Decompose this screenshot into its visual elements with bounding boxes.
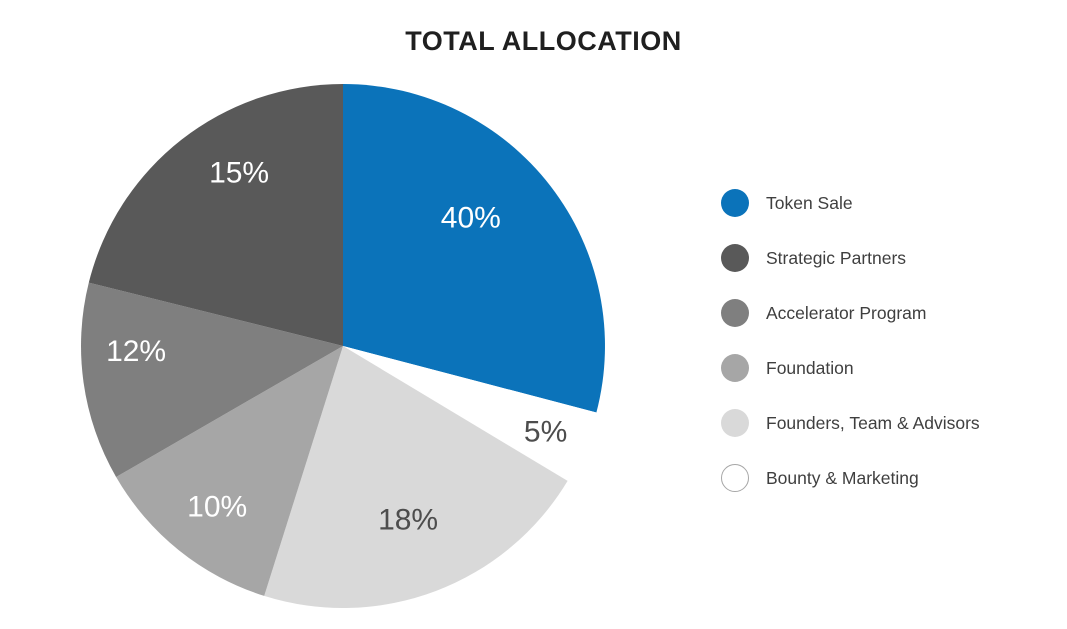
legend-item-token-sale: Token Sale [721,189,980,217]
pie-slice-value-label: 40% [441,202,501,235]
legend-item-bounty-marketing: Bounty & Marketing [721,464,980,492]
legend-item-accelerator-program: Accelerator Program [721,299,980,327]
legend-label: Bounty & Marketing [766,467,919,488]
legend-swatch-icon [721,299,749,327]
legend-item-foundation: Foundation [721,354,980,382]
legend-swatch-icon [721,244,749,272]
legend-swatch-icon [721,409,749,437]
pie-slice-token-sale [343,84,605,413]
legend-item-strategic-partners: Strategic Partners [721,244,980,272]
pie-slice-value-label: 10% [187,491,247,524]
pie-slice-value-label: 5% [524,416,567,449]
pie-slice-value-label: 18% [378,504,438,537]
pie-slice-strategic-partners [88,84,343,346]
legend-swatch-icon [721,464,749,492]
legend-label: Founders, Team & Advisors [766,412,980,433]
legend: Token Sale Strategic Partners Accelerator … [721,189,980,519]
legend-label: Accelerator Program [766,302,927,323]
legend-label: Foundation [766,357,854,378]
pie-slice-accelerator-program [81,282,343,477]
pie-slice-bounty-marketing [343,346,597,481]
legend-label: Token Sale [766,192,853,213]
legend-item-founders-team-advisors: Founders, Team & Advisors [721,409,980,437]
pie-slice-value-label: 12% [106,335,166,368]
pie-slice-value-label: 15% [209,157,269,190]
legend-label: Strategic Partners [766,247,907,268]
legend-swatch-icon [721,354,749,382]
chart-title: TOTAL ALLOCATION [405,26,682,56]
legend-swatch-icon [721,189,749,217]
pie-slice-foundation [116,346,343,596]
pie-slice-founders-team-advisors [264,346,568,609]
